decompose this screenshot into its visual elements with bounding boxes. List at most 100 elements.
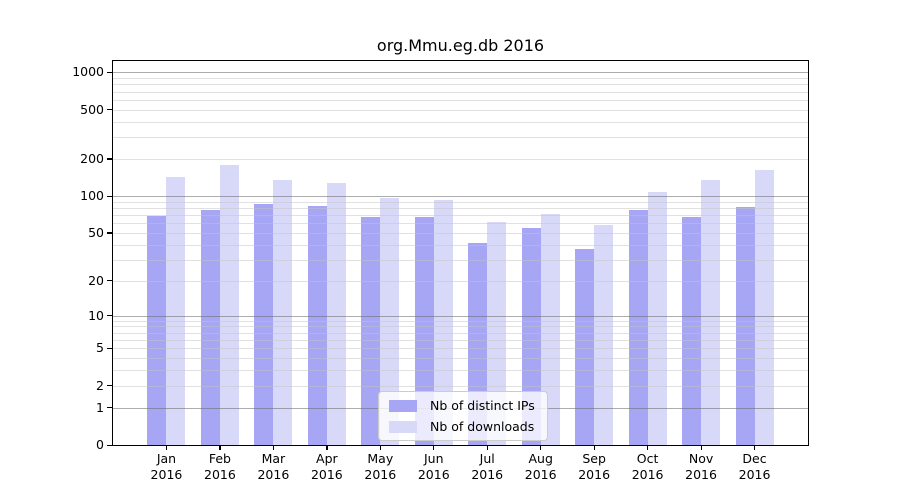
y-tick-mark [107, 385, 112, 387]
grid-line-minor [113, 340, 808, 342]
grid-line-minor [113, 215, 808, 217]
legend-swatch-distinct-ips [389, 399, 417, 412]
plot-canvas [113, 61, 808, 445]
x-tick-mark [540, 445, 542, 450]
x-tick-label: Nov 2016 [685, 451, 717, 482]
x-tick-label: Sep 2016 [578, 451, 611, 482]
x-tick-mark [486, 445, 488, 450]
x-tick-mark [165, 445, 168, 450]
x-tick-label: Jul 2016 [471, 451, 504, 482]
y-tick-label: 10 [88, 307, 104, 323]
bar-distinct-ips [682, 216, 702, 445]
y-tick-mark [107, 347, 112, 350]
y-tick-label: 1 [96, 399, 104, 415]
grid-line-minor [113, 137, 808, 139]
grid-line-minor [113, 84, 808, 86]
bar-distinct-ips [414, 217, 434, 445]
x-tick-mark [219, 445, 221, 450]
x-tick-mark [272, 445, 275, 450]
y-tick-label: 20 [88, 272, 104, 288]
x-tick-label: Jun 2016 [417, 451, 450, 482]
bar-downloads [219, 165, 239, 445]
grid-line-major [113, 315, 808, 317]
x-tick-label: Aug 2016 [524, 451, 557, 482]
y-tick-label: 200 [80, 150, 104, 166]
bar-distinct-ips [254, 204, 274, 445]
y-tick-label: 1000 [72, 64, 104, 80]
bar-downloads [166, 176, 186, 445]
grid-line-minor [113, 207, 808, 209]
x-tick-mark [647, 445, 649, 450]
grid-line-minor [113, 99, 808, 101]
x-tick-label: Dec 2016 [738, 451, 771, 482]
y-tick-label: 50 [88, 224, 104, 240]
grid-line-minor [113, 158, 808, 160]
grid-line-minor [113, 109, 808, 111]
legend: Nb of distinct IPs Nb of downloads [378, 391, 548, 441]
grid-line-minor [113, 121, 808, 123]
y-tick-mark [107, 158, 112, 160]
x-tick-label: Mar 2016 [257, 451, 290, 482]
y-tick-label: 5 [96, 340, 104, 356]
bar-downloads [326, 182, 346, 445]
bar-distinct-ips [735, 206, 755, 445]
x-tick-mark [326, 445, 328, 450]
grid-line-minor [113, 332, 808, 334]
y-tick-mark [107, 195, 112, 197]
grid-line-minor [113, 223, 808, 225]
y-tick-mark [107, 109, 112, 111]
y-tick-mark [107, 407, 112, 409]
grid-line-major [113, 196, 808, 198]
legend-label-downloads: Nb of downloads [430, 419, 535, 434]
legend-swatch-downloads [389, 420, 417, 433]
x-tick-label: Jan 2016 [150, 451, 183, 482]
y-tick-label: 100 [80, 188, 104, 204]
x-tick-mark [433, 445, 435, 450]
grid-line-minor [113, 348, 808, 350]
x-tick-label: Apr 2016 [310, 451, 343, 482]
y-tick-mark [107, 71, 112, 74]
y-tick-label: 0 [96, 437, 104, 452]
x-tick-mark [593, 445, 595, 450]
x-tick-label: Feb 2016 [204, 451, 236, 482]
bar-downloads [701, 180, 721, 445]
x-tick-mark [700, 445, 702, 450]
grid-line-minor [113, 385, 808, 387]
bar-downloads [594, 225, 614, 445]
bar-downloads [433, 199, 453, 445]
grid-line-minor [113, 259, 808, 261]
grid-line-minor [113, 232, 808, 234]
grid-line-minor [113, 320, 808, 322]
x-tick-mark [379, 445, 381, 450]
grid-line-major [113, 72, 808, 74]
grid-line-minor [113, 91, 808, 93]
bar-distinct-ips [575, 248, 595, 445]
grid-line-minor [113, 78, 808, 80]
bar-downloads [754, 169, 774, 445]
y-tick-mark [107, 232, 112, 234]
grid-line-minor [113, 280, 808, 282]
grid-line-minor [113, 201, 808, 203]
bar-distinct-ips [147, 215, 167, 445]
chart-title: org.Mmu.eg.db 2016 [376, 36, 545, 55]
plot-area [112, 60, 809, 446]
y-tick-mark [107, 444, 112, 446]
grid-line-minor [113, 326, 808, 328]
legend-entry-downloads: Nb of downloads [389, 419, 535, 434]
bar-distinct-ips [307, 206, 327, 445]
x-tick-label: Oct 2016 [631, 451, 664, 482]
y-tick-label: 2 [96, 377, 104, 393]
bar-downloads [540, 213, 560, 445]
x-tick-mark [754, 445, 756, 450]
bar-distinct-ips [521, 227, 541, 445]
bar-downloads [647, 192, 667, 445]
grid-line-minor [113, 244, 808, 246]
grid-line-minor [113, 370, 808, 372]
legend-entry-distinct-ips: Nb of distinct IPs [389, 398, 535, 413]
grid-line-minor [113, 358, 808, 360]
legend-label-distinct-ips: Nb of distinct IPs [430, 398, 535, 413]
bar-distinct-ips [361, 217, 381, 445]
y-tick-mark [107, 315, 112, 317]
bar-downloads [273, 180, 293, 445]
